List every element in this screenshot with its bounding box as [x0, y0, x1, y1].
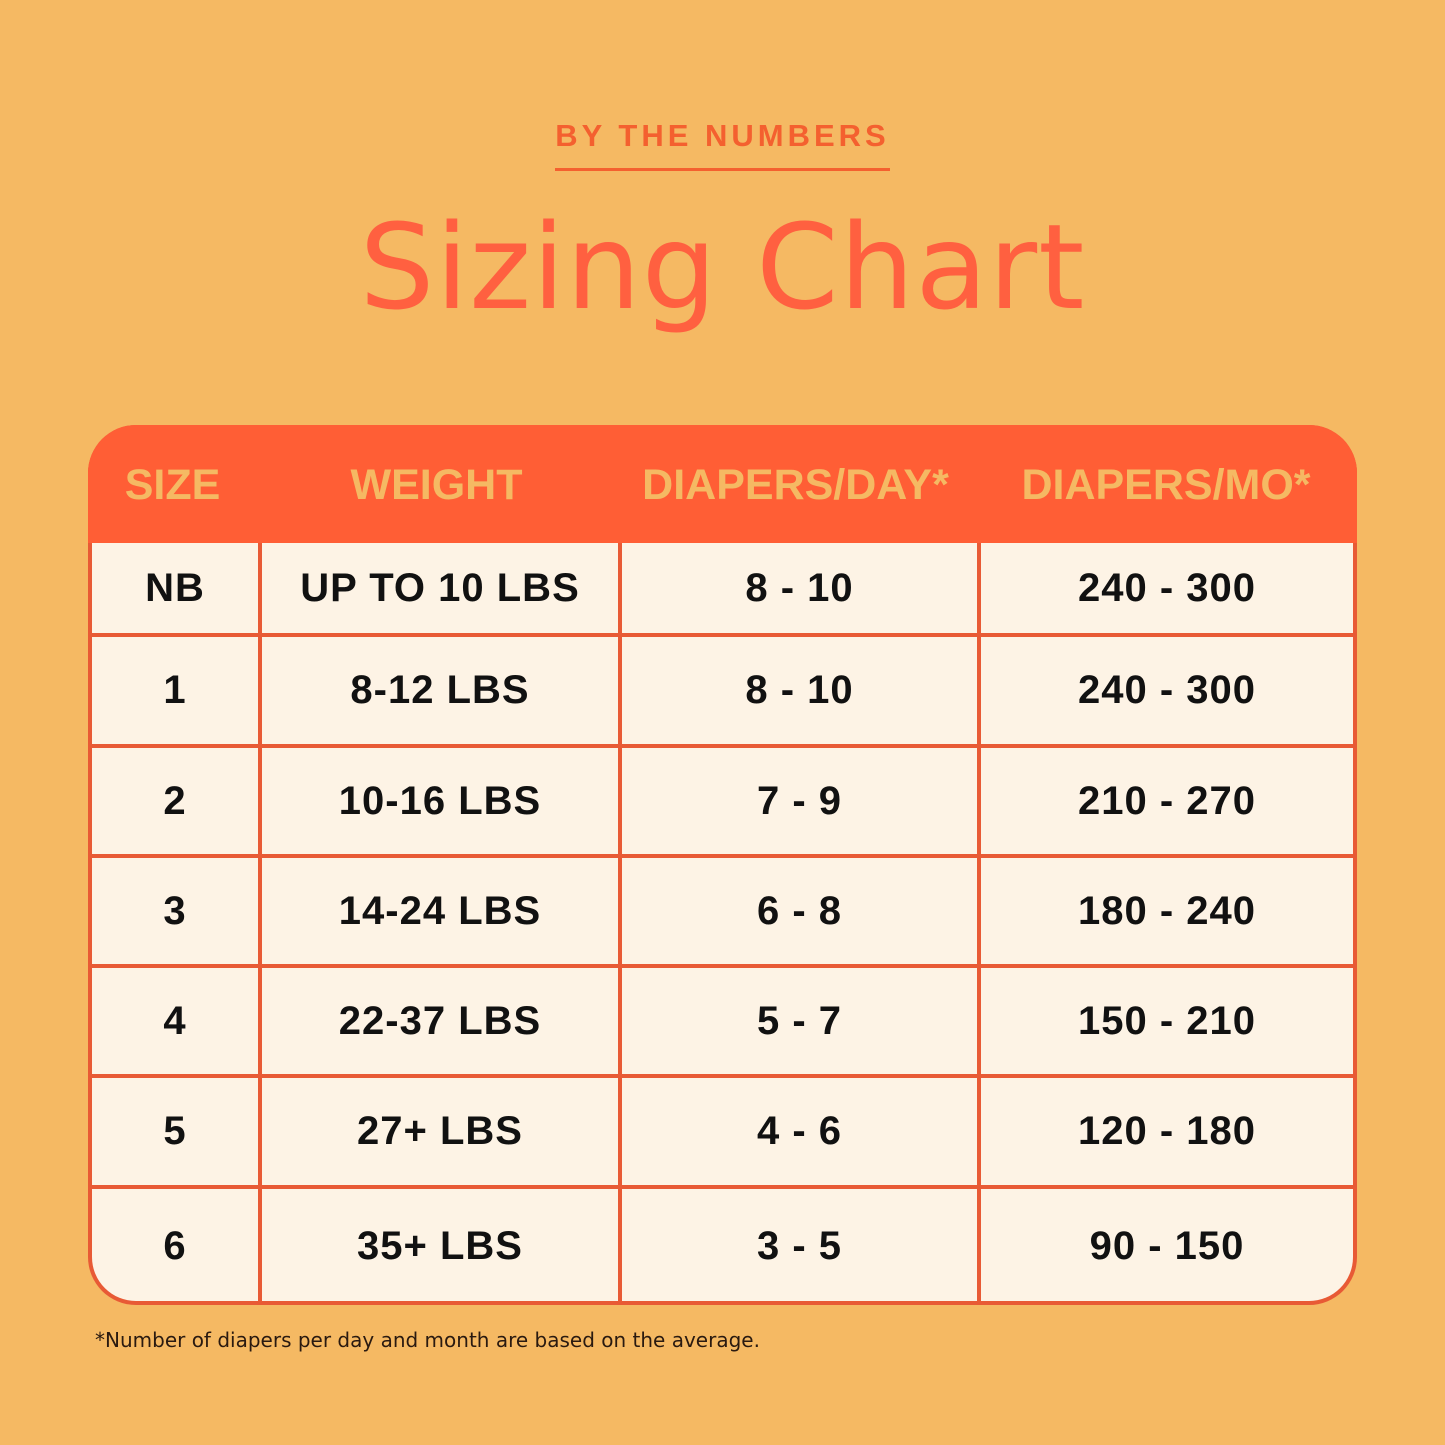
table-header: SIZE WEIGHT DIAPERS/DAY* DIAPERS/MO* — [88, 425, 1357, 543]
table-cell: 5 — [92, 1078, 258, 1185]
table-row: 1 8-12 LBS 8 - 10 240 - 300 — [92, 637, 1353, 748]
table-row: 2 10-16 LBS 7 - 9 210 - 270 — [92, 748, 1353, 858]
table-cell: 8-12 LBS — [262, 637, 618, 744]
table-cell: 240 - 300 — [981, 543, 1353, 633]
table-cell: 8 - 10 — [622, 543, 977, 633]
table-cell: 6 — [92, 1189, 258, 1301]
table-cell: 1 — [92, 637, 258, 744]
footnote: *Number of diapers per day and month are… — [95, 1328, 760, 1352]
table-cell: 2 — [92, 748, 258, 854]
eyebrow: BY THE NUMBERS — [0, 118, 1445, 171]
table-cell: 35+ LBS — [262, 1189, 618, 1301]
table-cell: 4 - 6 — [622, 1078, 977, 1185]
column-header: SIZE — [124, 461, 221, 509]
table-cell: NB — [92, 543, 258, 633]
table-row: 5 27+ LBS 4 - 6 120 - 180 — [92, 1078, 1353, 1189]
column-header: DIAPERS/DAY* — [642, 461, 949, 509]
table-cell: 22-37 LBS — [262, 968, 618, 1074]
table-cell: 90 - 150 — [981, 1189, 1353, 1301]
table-cell: 4 — [92, 968, 258, 1074]
table-cell: 14-24 LBS — [262, 858, 618, 964]
table-cell: 6 - 8 — [622, 858, 977, 964]
sizing-table: SIZE WEIGHT DIAPERS/DAY* DIAPERS/MO* NB UP T… — [88, 425, 1357, 1305]
column-header: WEIGHT — [350, 461, 523, 509]
table-cell: UP TO 10 LBS — [262, 543, 618, 633]
table-row: NB UP TO 10 LBS 8 - 10 240 - 300 — [92, 543, 1353, 637]
page-title: Sizing Chart — [359, 198, 1086, 336]
table-cell: 27+ LBS — [262, 1078, 618, 1185]
table-row: 3 14-24 LBS 6 - 8 180 - 240 — [92, 858, 1353, 968]
table-row: 4 22-37 LBS 5 - 7 150 - 210 — [92, 968, 1353, 1078]
table-cell: 150 - 210 — [981, 968, 1353, 1074]
table-cell: 10-16 LBS — [262, 748, 618, 854]
table-cell: 180 - 240 — [981, 858, 1353, 964]
table-cell: 3 — [92, 858, 258, 964]
table-cell: 210 - 270 — [981, 748, 1353, 854]
table-cell: 5 - 7 — [622, 968, 977, 1074]
table-cell: 7 - 9 — [622, 748, 977, 854]
table-row: 6 35+ LBS 3 - 5 90 - 150 — [92, 1189, 1353, 1301]
table-cell: 240 - 300 — [981, 637, 1353, 744]
table-cell: 8 - 10 — [622, 637, 977, 744]
eyebrow-text: BY THE NUMBERS — [555, 118, 890, 171]
table-cell: 120 - 180 — [981, 1078, 1353, 1185]
table-cell: 3 - 5 — [622, 1189, 977, 1301]
column-header: DIAPERS/MO* — [1021, 461, 1311, 509]
table-body: NB UP TO 10 LBS 8 - 10 240 - 300 1 8-12 LBS 8 … — [92, 543, 1353, 1301]
